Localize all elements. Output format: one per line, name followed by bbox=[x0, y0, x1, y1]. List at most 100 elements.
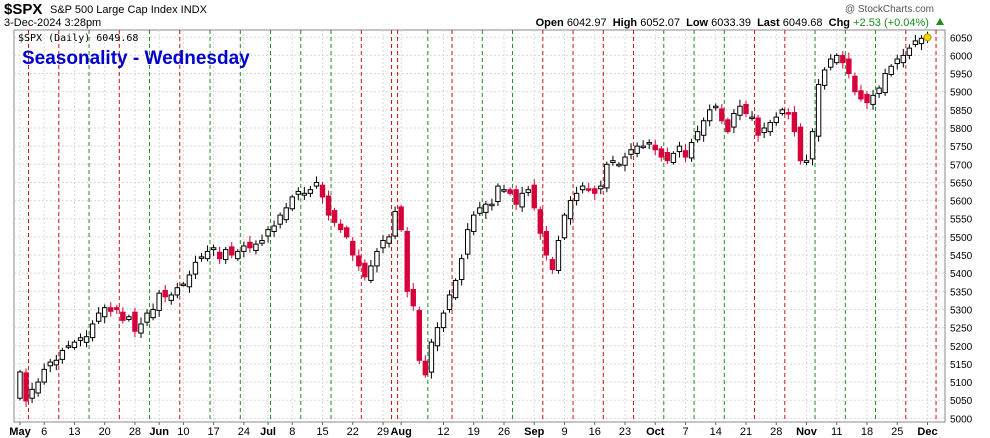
candle-up bbox=[150, 308, 156, 319]
candle-up bbox=[446, 294, 453, 310]
x-tick-label: 19 bbox=[468, 426, 480, 438]
y-tick-label: 5050 bbox=[950, 396, 973, 407]
candle-down bbox=[120, 311, 126, 321]
candle-up bbox=[53, 359, 59, 366]
candle-down bbox=[755, 117, 761, 136]
candle-up bbox=[894, 58, 900, 65]
candle-up bbox=[241, 245, 247, 252]
high-label: High bbox=[612, 17, 638, 29]
high-value: 6052.07 bbox=[640, 17, 680, 29]
candle-up bbox=[688, 142, 695, 159]
candle-up bbox=[646, 142, 652, 145]
candle-down bbox=[785, 112, 792, 115]
y-tick-label: 5100 bbox=[950, 378, 973, 389]
candle-up bbox=[47, 361, 53, 367]
candle-down bbox=[513, 189, 519, 205]
candle-down bbox=[543, 230, 550, 256]
candle-up bbox=[253, 243, 259, 251]
candle-up bbox=[834, 54, 840, 64]
candle-up bbox=[102, 307, 108, 318]
candle-up bbox=[289, 196, 295, 210]
candle-down bbox=[337, 223, 344, 231]
candle-up bbox=[821, 69, 828, 86]
quote-datetime: 3-Dec-2024 3:28pm bbox=[4, 17, 102, 29]
stockcharts-watermark: @ StockCharts.com bbox=[844, 4, 934, 15]
y-tick-label: 5800 bbox=[950, 124, 973, 135]
candle-up bbox=[210, 247, 217, 251]
candle-up bbox=[65, 345, 72, 348]
candle-up bbox=[628, 149, 634, 155]
candle-up bbox=[809, 131, 816, 160]
candle-down bbox=[362, 262, 368, 278]
candle-up bbox=[259, 240, 265, 244]
candle-up bbox=[870, 94, 876, 105]
candle-up bbox=[477, 207, 483, 214]
candle-up bbox=[525, 189, 531, 193]
candle-up bbox=[95, 312, 102, 322]
candle-up bbox=[918, 37, 925, 45]
candle-up bbox=[707, 109, 713, 122]
candle-up bbox=[198, 256, 205, 259]
candle-up bbox=[168, 294, 174, 301]
candle-down bbox=[247, 241, 253, 249]
candle-up bbox=[573, 192, 580, 202]
candle-up bbox=[471, 214, 477, 232]
candle-down bbox=[344, 227, 350, 238]
x-tick-label: 14 bbox=[710, 426, 722, 438]
y-tick-label: 5650 bbox=[950, 178, 973, 189]
candle-up bbox=[126, 316, 132, 320]
candle-up bbox=[89, 323, 96, 339]
candle-down bbox=[114, 307, 120, 310]
chg-value: +2.53 (+0.04%) bbox=[853, 17, 929, 29]
candle-up bbox=[428, 341, 435, 373]
candle-up bbox=[779, 109, 785, 114]
y-tick-label: 5550 bbox=[950, 215, 973, 226]
candle-up bbox=[29, 388, 35, 399]
x-tick-label: Jul bbox=[260, 426, 276, 438]
y-tick-label: 5500 bbox=[950, 233, 973, 244]
candle-up bbox=[17, 371, 23, 399]
candle-up bbox=[773, 116, 779, 124]
plot-area bbox=[13, 29, 946, 423]
x-tick-label: 7 bbox=[682, 426, 688, 438]
x-tick-label: 25 bbox=[891, 426, 903, 438]
candle-down bbox=[858, 90, 864, 100]
x-tick-label: 21 bbox=[740, 426, 752, 438]
candle-up bbox=[283, 207, 289, 221]
candle-down bbox=[725, 119, 731, 133]
candle-up bbox=[567, 200, 574, 220]
candle-down bbox=[652, 144, 658, 151]
candle-up bbox=[519, 192, 525, 208]
candle-up bbox=[380, 240, 386, 249]
candle-up bbox=[761, 127, 767, 134]
candle-down bbox=[410, 289, 416, 307]
candle-up bbox=[561, 214, 568, 239]
y-tick-label: 5150 bbox=[950, 360, 973, 371]
candle-down bbox=[549, 259, 556, 271]
candle-down bbox=[791, 112, 798, 133]
candle-down bbox=[658, 148, 664, 158]
y-tick-label: 5850 bbox=[950, 106, 973, 117]
candle-up bbox=[610, 160, 616, 163]
candle-up bbox=[604, 163, 610, 189]
open-value: 6042.97 bbox=[566, 17, 607, 29]
candle-down bbox=[404, 230, 410, 292]
open-label: Open bbox=[535, 17, 564, 29]
candle-down bbox=[229, 246, 235, 256]
x-tick-label: Sep bbox=[524, 426, 544, 438]
candle-down bbox=[531, 184, 537, 209]
candle-up bbox=[180, 283, 187, 287]
candle-up bbox=[465, 229, 471, 255]
candle-up bbox=[912, 40, 919, 46]
x-tick-label: 13 bbox=[68, 426, 80, 438]
candle-up bbox=[59, 349, 66, 360]
candle-down bbox=[356, 255, 362, 267]
y-tick-label: 5350 bbox=[950, 287, 973, 298]
candle-up bbox=[731, 112, 737, 128]
y-tick-label: 6050 bbox=[950, 33, 973, 44]
candle-up bbox=[83, 336, 90, 343]
candle-up bbox=[295, 191, 302, 195]
candle-down bbox=[331, 210, 338, 223]
last-value: 6049.68 bbox=[782, 17, 823, 29]
candle-up bbox=[434, 327, 441, 347]
